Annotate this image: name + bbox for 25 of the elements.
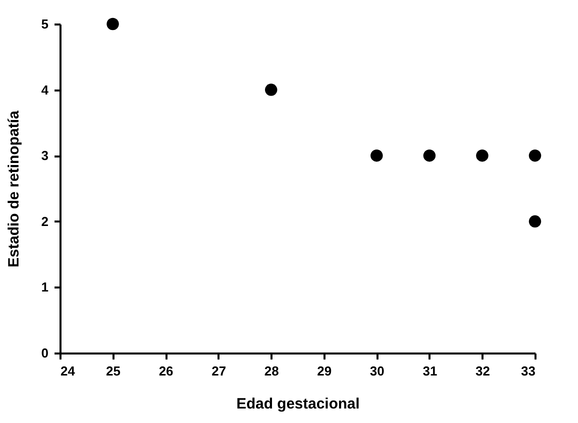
point (370, 149, 383, 162)
x-tick-label: 30 (370, 364, 384, 378)
point (106, 18, 119, 30)
y-tick-label: 5 (41, 16, 48, 32)
y-axis-title: Estadio de retinopatía (5, 110, 22, 268)
x-tick-label: 24 (60, 364, 76, 378)
y-tick-label: 0 (41, 346, 48, 360)
x-tick-label: 29 (317, 364, 332, 378)
y-tick-label: 2 (41, 214, 48, 229)
point (528, 215, 542, 228)
y-tick-label: 4 (41, 82, 50, 98)
point (528, 149, 542, 162)
x-tick-label: 31 (422, 364, 438, 378)
point (423, 149, 436, 162)
y-tick-label: 1 (41, 280, 48, 295)
y-tick-label: 3 (41, 148, 48, 164)
point (476, 149, 488, 162)
x-tick-label: 32 (475, 364, 490, 378)
x-tick-label: 28 (264, 364, 279, 378)
point (264, 84, 278, 96)
x-tick-label: 26 (158, 364, 174, 378)
x-tick-label: 27 (212, 364, 226, 378)
x-axis-title: Edad gestacional (236, 396, 360, 412)
x-tick-label: 33 (521, 364, 536, 378)
x-tick-label: 25 (106, 364, 121, 378)
